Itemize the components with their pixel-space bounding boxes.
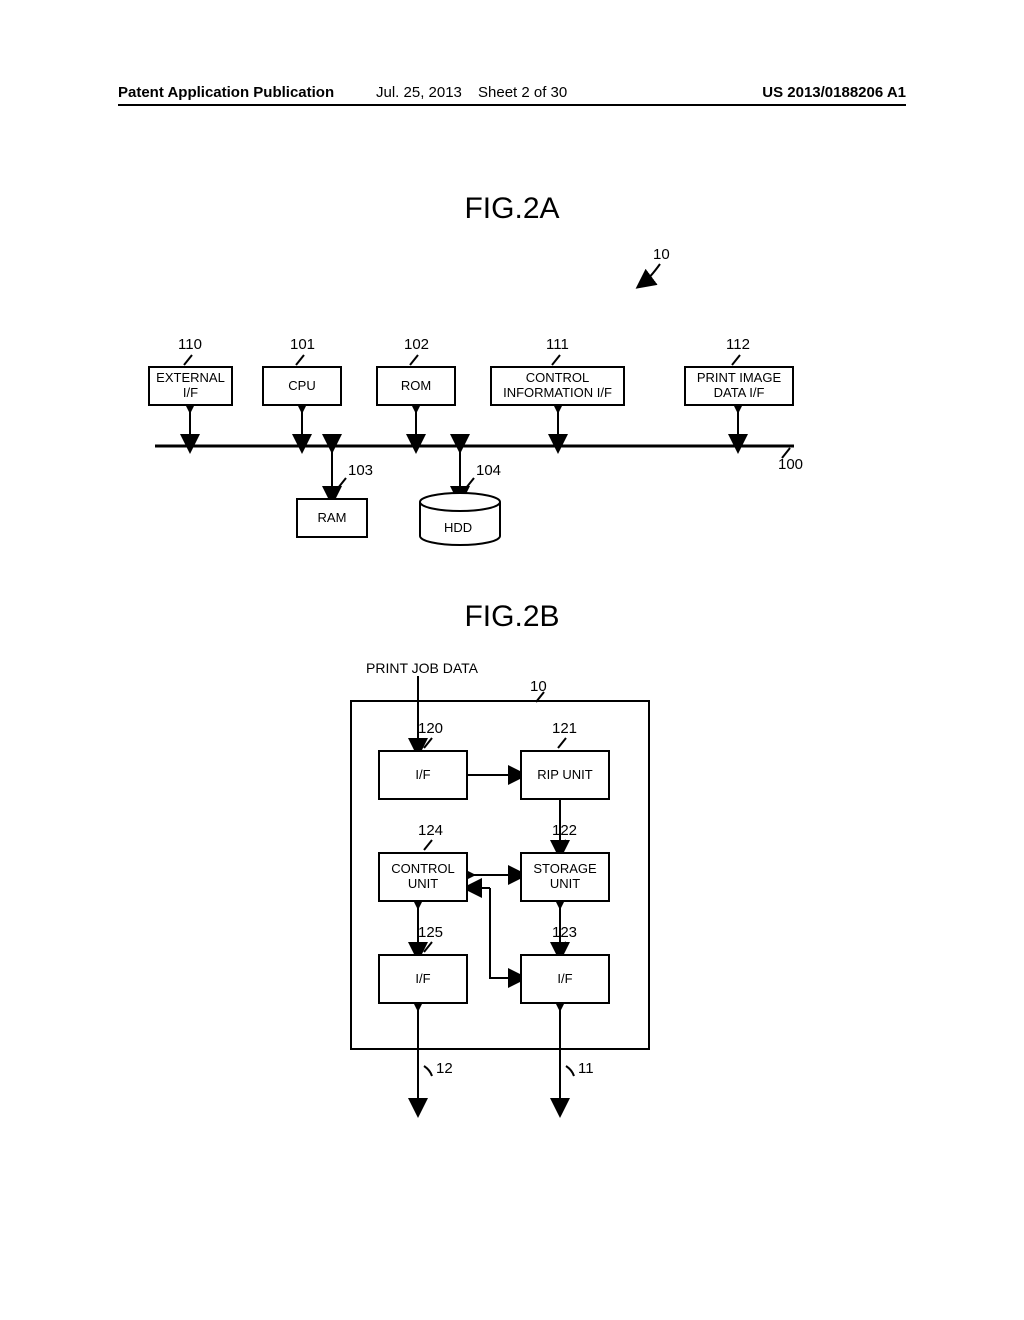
- label-if-125: I/F: [415, 972, 430, 987]
- label-hdd: HDD: [444, 520, 472, 535]
- box-control-if: CONTROL INFORMATION I/F: [490, 366, 625, 406]
- ref-125: 125: [418, 924, 443, 941]
- header-date: Jul. 25, 2013: [376, 84, 462, 101]
- ref-120: 120: [418, 720, 443, 737]
- label-cpu: CPU: [288, 379, 315, 394]
- label-print-if: PRINT IMAGE DATA I/F: [697, 371, 781, 401]
- ref-122: 122: [552, 822, 577, 839]
- ref-12: 12: [436, 1060, 453, 1077]
- label-control-unit: CONTROL UNIT: [391, 862, 455, 892]
- header-pubnum: US 2013/0188206 A1: [762, 84, 906, 101]
- box-if-125: I/F: [378, 954, 468, 1004]
- ref-121: 121: [552, 720, 577, 737]
- label-if-120: I/F: [415, 768, 430, 783]
- header-publication: Patent Application Publication: [118, 84, 334, 101]
- fig2b-title: FIG.2B: [0, 600, 1024, 634]
- fig2b-system-ref: 10: [530, 678, 547, 695]
- label-control-if: CONTROL INFORMATION I/F: [503, 371, 612, 401]
- label-rip: RIP UNIT: [537, 768, 592, 783]
- fig2a-title: FIG.2A: [0, 192, 1024, 226]
- label-if-123: I/F: [557, 972, 572, 987]
- box-if-120: I/F: [378, 750, 468, 800]
- ref-124: 124: [418, 822, 443, 839]
- label-rom: ROM: [401, 379, 431, 394]
- label-external-if: EXTERNAL I/F: [156, 371, 225, 401]
- ref-100: 100: [778, 456, 803, 473]
- box-storage-unit: STORAGE UNIT: [520, 852, 610, 902]
- box-print-if: PRINT IMAGE DATA I/F: [684, 366, 794, 406]
- ref-110: 110: [178, 336, 202, 353]
- box-rom: ROM: [376, 366, 456, 406]
- fig2b-input-label: PRINT JOB DATA: [366, 660, 478, 676]
- box-if-123: I/F: [520, 954, 610, 1004]
- box-ram: RAM: [296, 498, 368, 538]
- header-sheet: Sheet 2 of 30: [478, 84, 567, 101]
- fig2a-system-ref: 10: [653, 246, 670, 263]
- box-rip: RIP UNIT: [520, 750, 610, 800]
- label-storage-unit: STORAGE UNIT: [533, 862, 596, 892]
- box-external-if: EXTERNAL I/F: [148, 366, 233, 406]
- label-ram: RAM: [318, 511, 347, 526]
- ref-11: 11: [578, 1060, 594, 1077]
- box-control-unit: CONTROL UNIT: [378, 852, 468, 902]
- header-rule: [118, 104, 906, 106]
- patent-page: Patent Application Publication Jul. 25, …: [0, 0, 1024, 1320]
- ref-111: 111: [546, 336, 569, 353]
- ref-123: 123: [552, 924, 577, 941]
- ref-112: 112: [726, 336, 750, 353]
- ref-102: 102: [404, 336, 429, 353]
- ref-104: 104: [476, 462, 501, 479]
- ref-103: 103: [348, 462, 373, 479]
- ref-101: 101: [290, 336, 315, 353]
- box-cpu: CPU: [262, 366, 342, 406]
